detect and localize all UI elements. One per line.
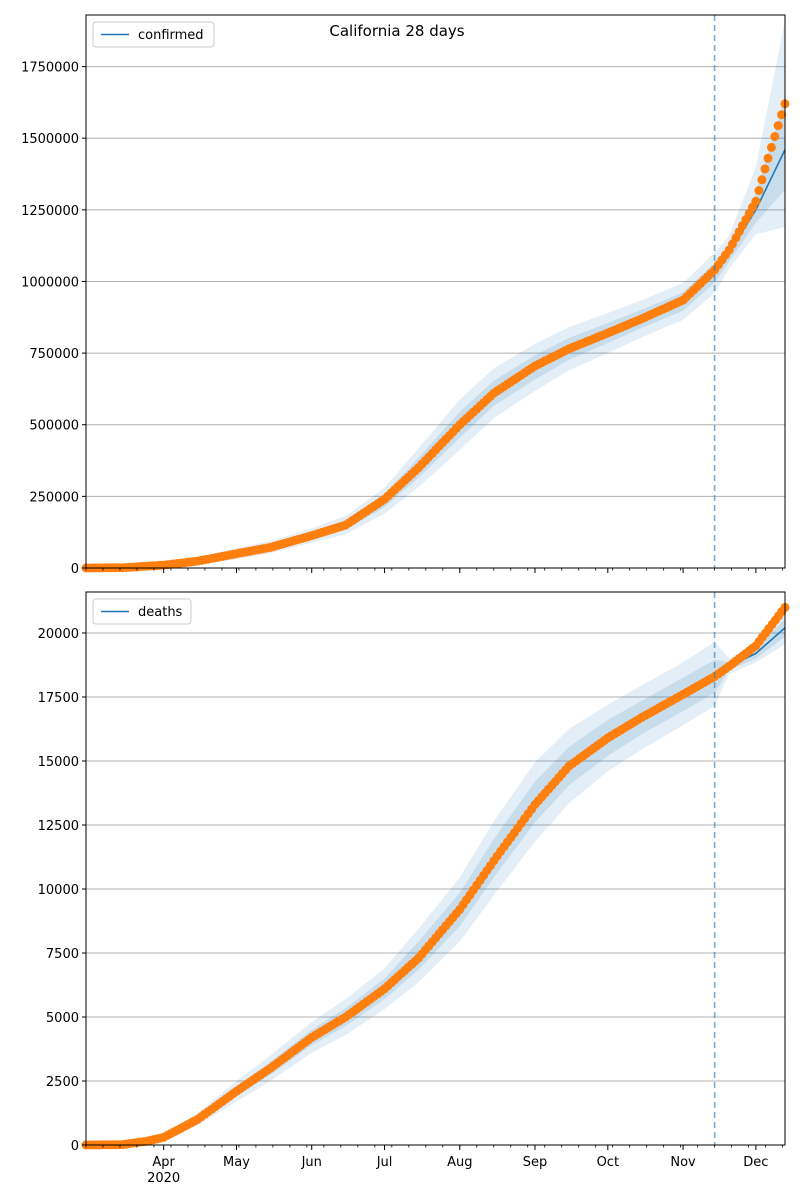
deaths-observed-markers [81, 602, 790, 1150]
confirmed-bands [86, 20, 785, 568]
deaths-y-tick-label: 17500 [38, 691, 79, 706]
confirmed-observed-point [773, 121, 783, 131]
confirmed-observed-point [766, 142, 776, 152]
deaths-x-tick-label: Aug [447, 1155, 472, 1170]
confirmed-y-tick-label: 250000 [29, 490, 79, 505]
deaths-axes-frame [85, 591, 786, 1146]
confirmed-observed-point [763, 153, 773, 163]
deaths-x-tick-label: Nov [670, 1155, 696, 1170]
confirmed-y-tick-label: 500000 [29, 419, 79, 434]
deaths-legend-label: deaths [138, 605, 183, 620]
confirmed-y-tick-label: 1750000 [21, 61, 79, 76]
deaths-axes: 0 2500 5000 7500 10000 12500 15000 17500 20000 Ap… [38, 591, 786, 1186]
deaths-x-tick-label: Dec [743, 1155, 768, 1170]
confirmed-observed-point [751, 196, 761, 206]
deaths-y-tick-label: 15000 [38, 755, 79, 770]
confirmed-legend: confirmed [92, 21, 215, 48]
deaths-outer-band [86, 609, 785, 1145]
confirmed-panel: 0 250000 500000 750000 1000000 1250000 1500000… [21, 14, 790, 577]
deaths-y-tick-label: 2500 [46, 1075, 79, 1090]
confirmed-observed-point [777, 110, 787, 120]
deaths-legend: deaths [92, 598, 192, 625]
deaths-inner-band [86, 618, 785, 1145]
deaths-x-tick-label: Jul [376, 1155, 393, 1170]
deaths-x-tick-label: Jun [301, 1155, 322, 1170]
deaths-x-tick-label: Oct [597, 1155, 619, 1170]
confirmed-y-tick-label: 1500000 [21, 132, 79, 147]
deaths-panel: 0 2500 5000 7500 10000 12500 15000 17500 20000 Ap… [38, 591, 790, 1186]
confirmed-observed-point [757, 175, 767, 185]
deaths-y-tick-label: 10000 [38, 883, 79, 898]
deaths-y-tick-label: 5000 [46, 1011, 79, 1026]
confirmed-y-tick-label: 1250000 [21, 204, 79, 219]
confirmed-observed-point [754, 186, 764, 195]
deaths-y-tick-label: 7500 [46, 947, 79, 962]
confirmed-legend-label: confirmed [138, 28, 204, 43]
confirmed-axes-frame [85, 14, 786, 569]
confirmed-observed-point [770, 132, 780, 141]
confirmed-axes: 0 250000 500000 750000 1000000 1250000 1500000… [21, 14, 786, 577]
deaths-y-tick-label: 0 [71, 1139, 79, 1154]
x-year-label: 2020 [147, 1171, 180, 1186]
figure-title: California 28 days [329, 22, 464, 40]
deaths-x-tick-label: May [223, 1155, 250, 1170]
deaths-y-tick-label: 20000 [38, 627, 79, 642]
deaths-legend-box [92, 598, 192, 625]
confirmed-y-tick-label: 1000000 [21, 275, 79, 290]
confirmed-y-tick-label: 750000 [29, 347, 79, 362]
deaths-x-tick-label: Sep [523, 1155, 548, 1170]
confirmed-y-tick-label: 0 [71, 562, 79, 577]
confirmed-legend-box [92, 21, 215, 48]
deaths-x-tick-label: Apr [152, 1155, 175, 1170]
confirmed-observed-point [760, 164, 770, 174]
deaths-y-tick-label: 12500 [38, 819, 79, 834]
deaths-bands [86, 609, 785, 1145]
confirmed-outer-band [86, 20, 785, 568]
